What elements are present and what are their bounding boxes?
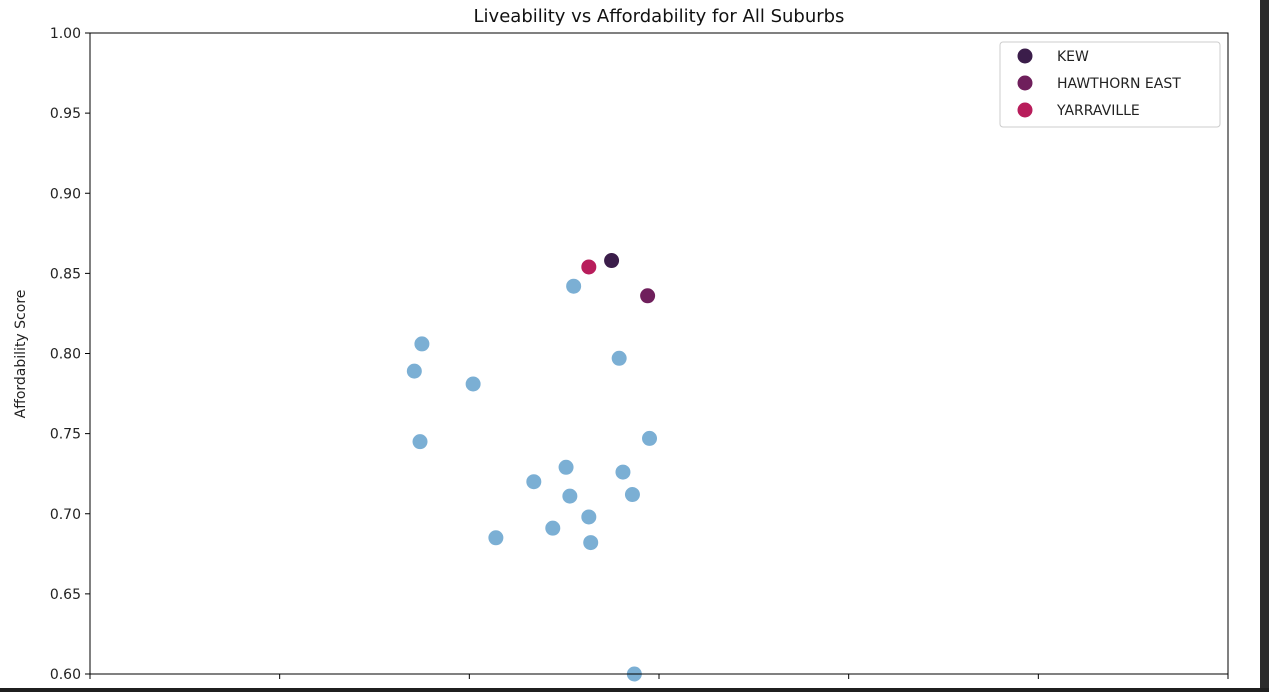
data-point (623, 486, 641, 504)
legend-label: KEW (1057, 49, 1089, 65)
data-point (413, 335, 431, 353)
data-point (561, 487, 579, 505)
y-tick-label: 1.00 (50, 26, 81, 42)
y-tick-label: 0.60 (50, 667, 81, 683)
legend-box (999, 41, 1221, 128)
y-tick-label: 0.90 (50, 186, 81, 202)
legend: KEW HAWTHORN EAST YARRAVILLE (999, 41, 1221, 128)
data-point (487, 529, 505, 547)
data-point (582, 534, 600, 552)
legend-label: HAWTHORN EAST (1057, 76, 1181, 92)
data-point (614, 463, 632, 481)
data-point (641, 429, 659, 447)
data-point (610, 349, 628, 367)
data-point (411, 433, 429, 451)
y-axis-ticks: 0.60 0.65 0.70 0.75 0.80 0.85 0.90 0.95 1.00 (50, 26, 90, 683)
data-point (464, 375, 482, 393)
legend-marker (1016, 74, 1034, 92)
y-tick-label: 0.75 (50, 427, 81, 443)
x-axis-ticks (89, 674, 1229, 679)
y-axis-label: Affordability Score (13, 290, 29, 419)
legend-label: YARRAVILLE (1056, 103, 1140, 119)
y-tick-label: 0.70 (50, 507, 81, 523)
data-point (557, 458, 575, 476)
legend-marker (1016, 101, 1034, 119)
plot-area-frame (89, 32, 1229, 675)
scrollbar[interactable] (1260, 0, 1269, 688)
legend-items: KEW HAWTHORN EAST YARRAVILLE (1016, 47, 1181, 119)
data-point (580, 508, 598, 526)
y-tick-label: 0.80 (50, 347, 81, 363)
point-kew (603, 252, 621, 270)
y-tick-label: 0.85 (50, 266, 81, 282)
data-point (565, 277, 583, 295)
data-point (405, 362, 423, 380)
data-point (525, 473, 543, 491)
point-hawthorn-east (639, 287, 657, 305)
data-point (544, 519, 562, 537)
y-tick-label: 0.95 (50, 106, 81, 122)
point-yarraville (580, 258, 598, 276)
scatter-points (405, 252, 659, 683)
y-tick-label: 0.65 (50, 587, 81, 603)
chart-title: Liveability vs Affordability for All Sub… (474, 6, 845, 27)
legend-marker (1016, 47, 1034, 65)
